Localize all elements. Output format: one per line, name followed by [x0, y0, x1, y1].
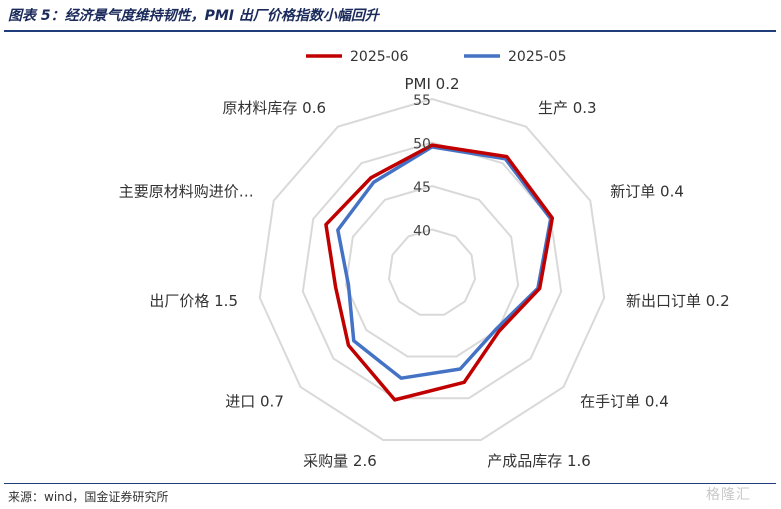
- grid-ring-40: [387, 228, 477, 316]
- axis-label-3: 新出口订单 0.2: [626, 292, 730, 310]
- axis-label-0: PMI 0.2: [404, 75, 459, 93]
- grid-ring-55: [258, 97, 606, 441]
- source-divider: [4, 483, 776, 484]
- axis-label-10: 原材料库存 0.6: [222, 99, 326, 117]
- series-line-2025-05: [336, 145, 553, 380]
- tick-label-40: 40: [413, 224, 431, 240]
- legend: 2025-06 2025-05: [306, 49, 567, 65]
- axis-label-2: 新订单 0.4: [610, 183, 684, 201]
- axis-label-8: 出厂价格 1.5: [149, 292, 238, 310]
- tick-label-45: 45: [413, 180, 431, 196]
- legend-label-2025-05: 2025-05: [508, 49, 567, 65]
- radar-axis-labels: PMI 0.2 生产 0.3 新订单 0.4 新出口订单 0.2 在手订单 0.4 产成品…: [119, 75, 730, 470]
- legend-label-2025-06: 2025-06: [350, 49, 409, 65]
- series-line-2025-06: [324, 143, 555, 402]
- tick-label-55: 55: [413, 93, 431, 109]
- radar-ticks: 40 45 50 55: [413, 93, 431, 240]
- chart-title: 图表 5：经济景气度维持韧性，PMI 出厂价格指数小幅回升: [8, 8, 379, 24]
- axis-label-6: 采购量 2.6: [303, 452, 377, 470]
- axis-label-5: 产成品库存 1.6: [487, 452, 591, 470]
- title-divider: [4, 30, 776, 32]
- grid-ring-45: [344, 184, 520, 358]
- axis-label-7: 进口 0.7: [225, 392, 284, 410]
- axis-label-1: 生产 0.3: [538, 99, 597, 117]
- watermark-logo: 格隆汇: [706, 487, 751, 503]
- axis-label-4: 在手订单 0.4: [580, 392, 669, 410]
- radar-series: [324, 143, 555, 402]
- axis-label-9: 主要原材料购进价…: [119, 183, 254, 201]
- source-note: 来源：wind，国金证券研究所: [8, 490, 169, 504]
- tick-label-50: 50: [413, 137, 431, 153]
